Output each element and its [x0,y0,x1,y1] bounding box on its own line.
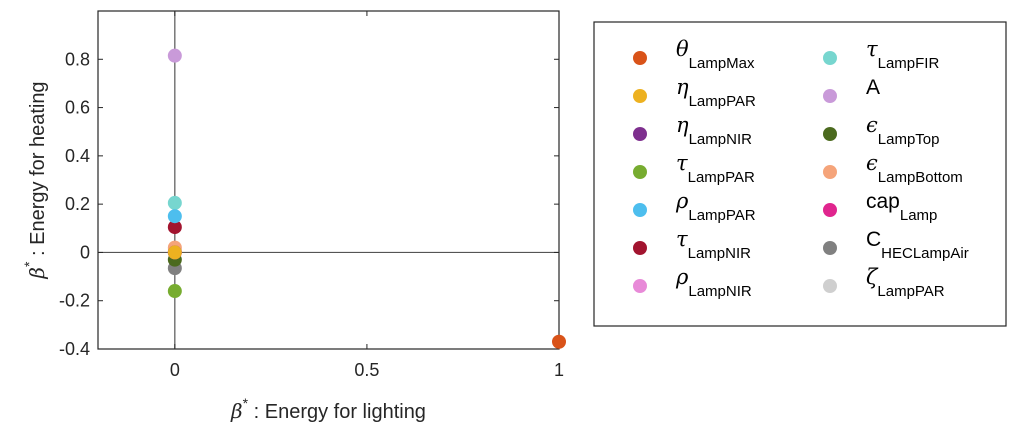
legend-marker [823,203,837,217]
legend-label: θLampMax [676,37,755,72]
plot-area [97,10,560,350]
legend-label: ηLampNIR [676,113,752,148]
legend-item: τLampPAR [633,151,755,186]
legend-item: τLampNIR [633,227,751,262]
legend-marker [633,241,647,255]
axes-box [97,10,560,350]
legend-label: ηLampPAR [676,75,756,110]
legend-marker [633,165,647,179]
legend-label: τLampFIR [866,37,939,72]
legend-marker [823,165,837,179]
data-point [167,195,182,210]
legend-item: ρLampNIR [633,265,752,300]
legend-item: ρLampPAR [633,189,756,224]
data-point [167,284,182,299]
legend-marker [823,279,837,293]
data-point [167,209,182,224]
legend-item: θLampMax [633,37,755,72]
x-tick-label: 0.5 [354,360,379,380]
legend-label: ϵLampTop [866,113,939,148]
legend-item: capLamp [823,190,937,224]
data-point [167,48,182,63]
legend-marker [633,279,647,293]
legend-marker [823,241,837,255]
legend-label: τLampNIR [676,227,751,262]
legend-marker [633,51,647,65]
y-tick-label: 0 [80,242,90,262]
legend-label: ζLampPAR [866,265,945,300]
legend-item: ζLampPAR [823,265,945,300]
x-tick-label: 1 [554,360,564,380]
y-tick-label: 0.8 [65,49,90,69]
y-tick-label: 0.6 [65,98,90,118]
y-axis-label: β* : Energy for heating [21,81,49,279]
legend-item: ηLampNIR [633,113,752,148]
legend-marker [823,51,837,65]
legend-marker [823,127,837,141]
legend-label: A [866,76,880,99]
legend-label: CHECLampAir [866,228,969,262]
data-point [167,245,182,260]
legend-marker [633,127,647,141]
axis-ticks: 0 0.5 1 -0.4 -0.2 0 0.2 0.4 0.6 0.8 [59,11,564,380]
data-point [167,220,182,235]
legend: θLampMaxηLampPARηLampNIRτLampPARρLampPAR… [593,21,1007,327]
legend-label: capLamp [866,190,937,224]
y-tick-label: -0.2 [59,291,90,311]
y-tick-label: 0.2 [65,194,90,214]
legend-item: A [823,76,880,103]
legend-marker [823,89,837,103]
data-point [552,334,566,349]
x-tick-label: 0 [170,360,180,380]
y-tick-label: 0.4 [65,146,90,166]
legend-item: ϵLampTop [823,113,939,148]
legend-item: τLampFIR [823,37,939,72]
y-tick-label: -0.4 [59,339,90,359]
legend-box [593,21,1007,327]
legend-label: ρLampNIR [675,265,752,300]
legend-label: τLampPAR [676,151,755,186]
legend-label: ϵLampBottom [866,151,963,186]
legend-item: CHECLampAir [823,228,969,262]
legend-label: ρLampPAR [675,189,756,224]
legend-item: ϵLampBottom [823,151,963,186]
legend-item: ηLampPAR [633,75,756,110]
x-axis-label: β* : Energy for lighting [230,395,426,423]
legend-marker [633,89,647,103]
data-points [167,48,566,349]
legend-marker [633,203,647,217]
